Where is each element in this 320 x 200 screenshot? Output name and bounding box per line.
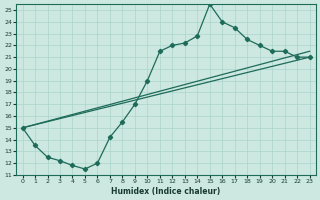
X-axis label: Humidex (Indice chaleur): Humidex (Indice chaleur) [111,187,221,196]
